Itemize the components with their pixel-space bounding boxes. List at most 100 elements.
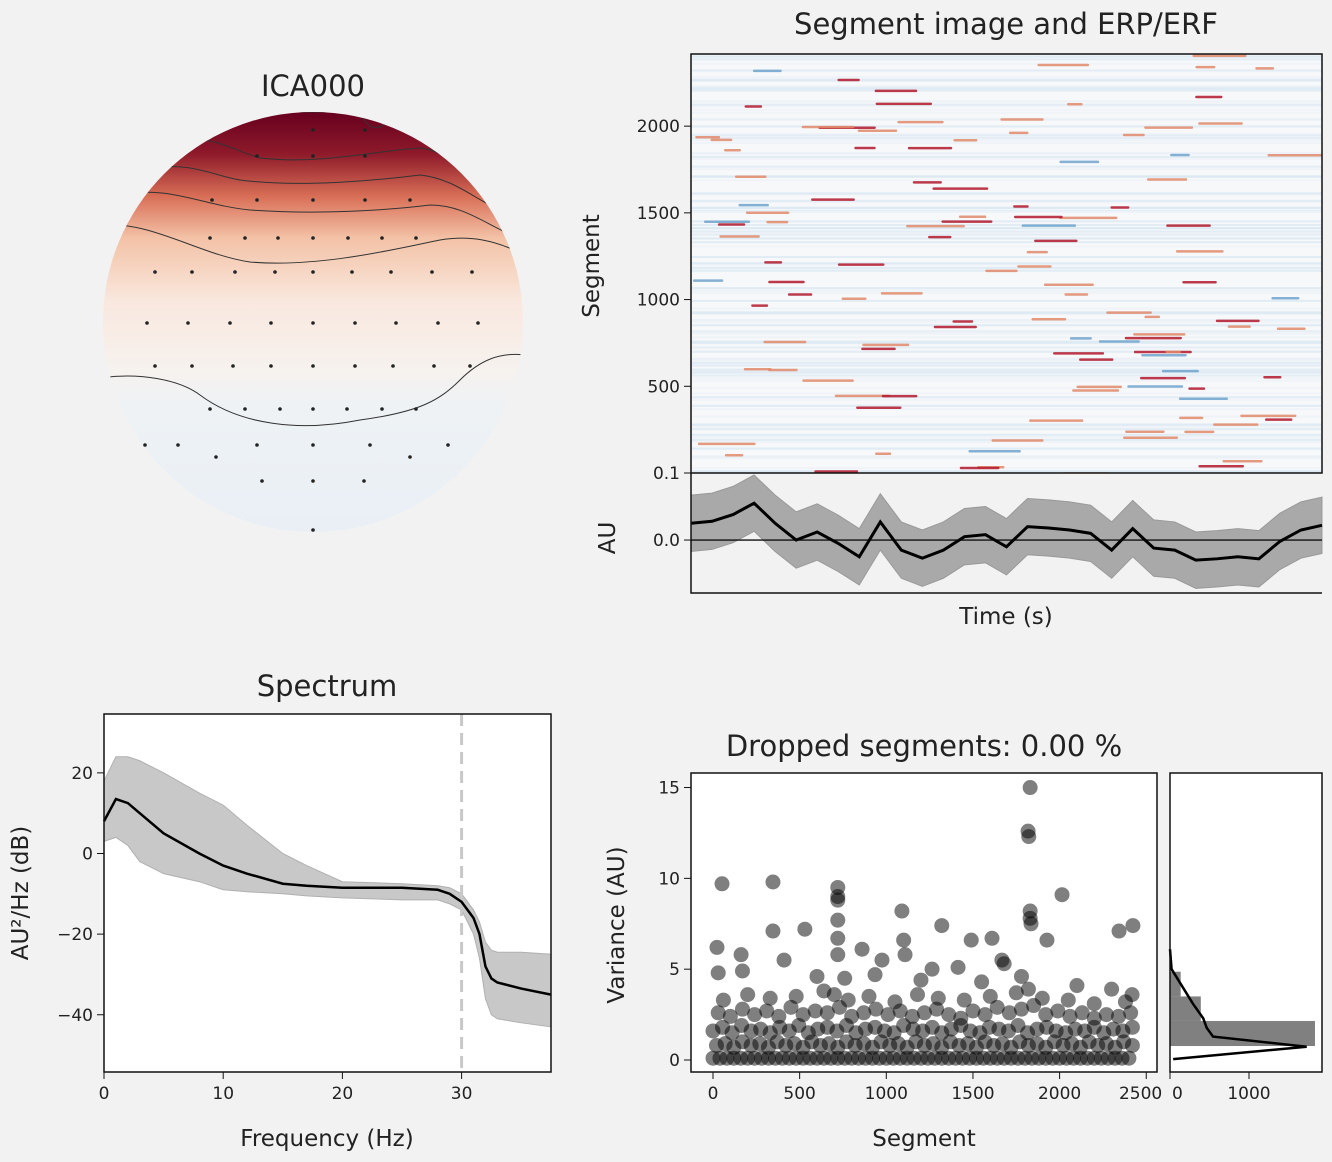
segment-image-streak xyxy=(906,224,965,228)
segment-image-streak xyxy=(764,261,783,264)
spectrum-xtick-label: 20 xyxy=(332,1084,354,1104)
segment-image-ticks: 500 1000 1500 2000 xyxy=(637,117,691,397)
scatter-point xyxy=(1062,1008,1078,1024)
segment-image-row xyxy=(691,58,1322,61)
segment-image-streak xyxy=(1146,178,1188,181)
scatter-point xyxy=(1034,990,1050,1006)
erp-confidence-band xyxy=(690,474,1323,589)
erp-panel: 0.0 0.1 AU Time (s) xyxy=(595,464,1323,630)
segment-image-streak xyxy=(1043,283,1094,287)
scatter-point xyxy=(826,987,842,1003)
spectrum-ticks: 0 10 20 30 20 0 −20 −40 xyxy=(57,764,472,1104)
segment-image-row xyxy=(691,89,1322,92)
sensor-dot xyxy=(269,321,273,325)
scatter-point xyxy=(1054,887,1070,903)
segment-image-streak xyxy=(1139,376,1187,380)
segment-image-streak xyxy=(1021,224,1077,227)
segment-image-row xyxy=(691,457,1322,460)
segment-image-streak xyxy=(719,235,760,238)
segment-image-row xyxy=(691,371,1322,374)
segment-image-row xyxy=(691,368,1322,371)
segment-image-row xyxy=(691,78,1322,81)
segment-image-row xyxy=(691,455,1322,458)
scatter-point xyxy=(710,1005,726,1021)
scatter-point xyxy=(1013,968,1029,984)
segment-image-row xyxy=(691,336,1322,339)
scatter-point xyxy=(830,892,846,908)
segment-image-row xyxy=(691,255,1322,258)
segment-image-streak xyxy=(907,146,953,150)
segment-image-streak xyxy=(724,454,744,457)
segment-image-streak xyxy=(1264,418,1293,421)
sensor-dot xyxy=(255,154,259,158)
scatter-point xyxy=(887,994,903,1010)
scatter-point xyxy=(734,963,750,979)
dropped-frame xyxy=(690,772,1158,1073)
segment-image-streak xyxy=(1267,154,1322,157)
dropped-xtick-label: 1500 xyxy=(951,1084,994,1104)
scatter-point xyxy=(759,1003,775,1019)
topomap-sensors xyxy=(143,128,480,532)
hist-kde-line xyxy=(1168,949,1307,1061)
erp-axes-frame xyxy=(690,473,1322,594)
sensor-dot xyxy=(436,321,440,325)
spectrum-ytick-label: 0 xyxy=(82,844,93,864)
scatter-point xyxy=(1086,1010,1102,1026)
segment-image-row xyxy=(691,100,1322,103)
segment-image-streak xyxy=(801,125,855,129)
segment-image-streak xyxy=(802,379,854,382)
sensor-dot xyxy=(145,321,149,325)
segment-image-streak xyxy=(1144,126,1194,129)
scatter-point xyxy=(1001,1005,1017,1021)
scatter-point xyxy=(941,1007,957,1023)
segment-image-streak xyxy=(941,220,993,223)
segment-image-row xyxy=(691,237,1322,240)
spectrum-mean-line xyxy=(102,797,552,996)
segment-image-streak xyxy=(837,263,885,266)
segment-image-streak xyxy=(1122,436,1179,439)
segment-image-row xyxy=(691,307,1322,310)
scatter-point xyxy=(916,1005,932,1021)
hist-xtick-label: 1000 xyxy=(1227,1084,1270,1104)
sensor-dot xyxy=(311,128,315,132)
scatter-point xyxy=(1039,932,1055,948)
segment-image-row xyxy=(691,320,1322,323)
segment-image-row xyxy=(691,404,1322,407)
scatter-point xyxy=(974,974,990,990)
scatter-point xyxy=(1124,1019,1140,1035)
sensor-dot xyxy=(346,236,350,240)
sensor-dot xyxy=(470,270,474,274)
hist-bar xyxy=(1170,1020,1315,1047)
scatter-point xyxy=(722,1008,738,1024)
segment-image-row xyxy=(691,155,1322,158)
segment-image-row xyxy=(691,466,1322,469)
segment-image-streak xyxy=(1017,265,1052,268)
segment-image-streak xyxy=(1271,296,1300,300)
segment-image-streak xyxy=(874,452,892,455)
segment-image-streak xyxy=(1263,375,1282,379)
hist-ticks: 0 1000 xyxy=(1169,1072,1271,1104)
sensor-dot xyxy=(363,154,367,158)
erp-ticks: 0.0 0.1 xyxy=(653,464,691,551)
spectrum-xtick-label: 10 xyxy=(212,1084,234,1104)
segment-image-streak xyxy=(723,149,741,152)
scatter-point xyxy=(963,932,979,948)
segment-image-row xyxy=(691,287,1322,290)
sensor-dot xyxy=(255,198,259,202)
dropped-points xyxy=(705,780,1141,1066)
scatter-point xyxy=(1124,1037,1140,1053)
segment-image-row xyxy=(691,331,1322,334)
segment-image-streak xyxy=(1031,317,1067,321)
segment-image-row xyxy=(691,87,1322,90)
sensor-dot xyxy=(153,364,157,368)
dropped-ytick-label: 5 xyxy=(669,960,680,980)
scatter-point xyxy=(765,874,781,890)
segment-image-streak xyxy=(695,135,721,139)
segment-image-streak xyxy=(991,439,1044,442)
segment-image-row xyxy=(691,210,1322,213)
sensor-dot xyxy=(269,364,273,368)
sensor-dot xyxy=(311,443,315,447)
segment-image-row xyxy=(691,428,1322,431)
scatter-point xyxy=(996,956,1012,972)
segment-image-streak xyxy=(1133,333,1186,336)
